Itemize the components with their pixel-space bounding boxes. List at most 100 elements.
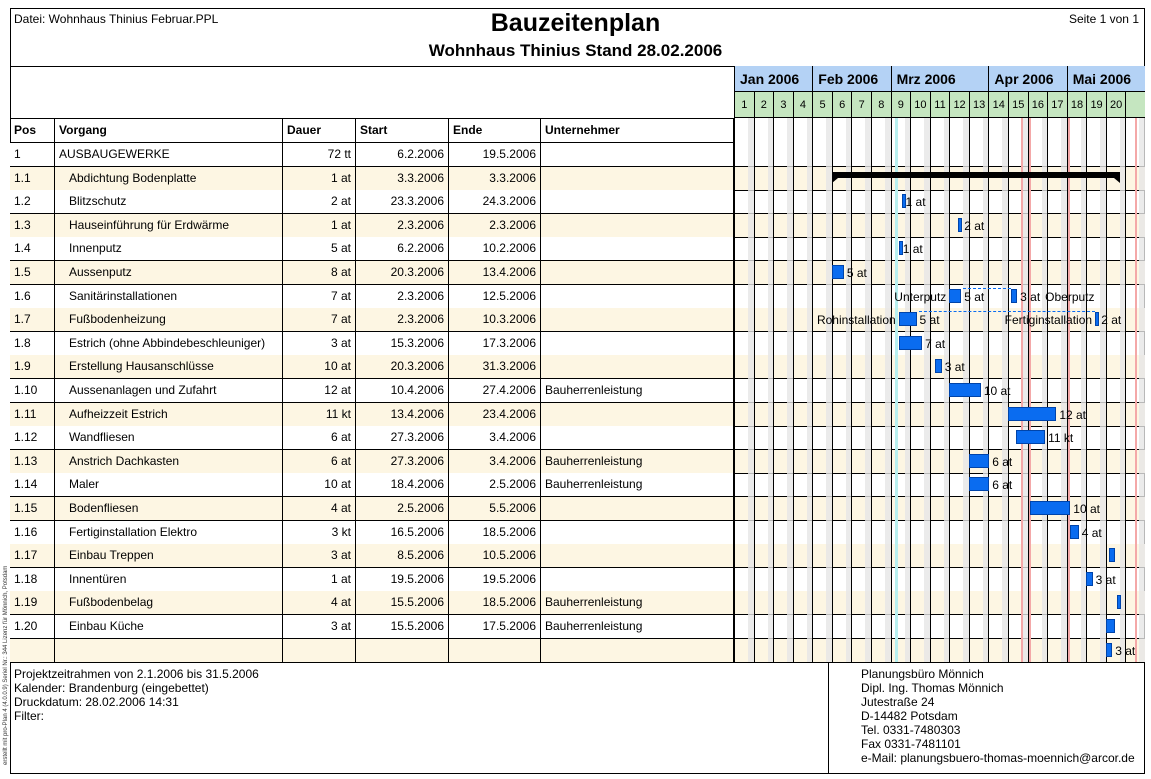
table-row: 1.5 Aussenputz 8 at 20.3.2006 13.4.2006 bbox=[10, 261, 734, 285]
cell-dauer: 10 at bbox=[283, 473, 356, 497]
cell-dauer: 8 at bbox=[283, 261, 356, 284]
page-title: Bauzeitenplan bbox=[490, 9, 661, 37]
task-bar bbox=[1010, 288, 1018, 303]
cell-start bbox=[356, 638, 449, 662]
week-gridline bbox=[890, 118, 892, 663]
cell-start: 23.3.2006 bbox=[356, 190, 449, 214]
weekend-stripe bbox=[806, 118, 813, 663]
cell-firm: Bauherrenleistung bbox=[541, 591, 734, 615]
task-bar bbox=[898, 241, 903, 256]
cell-firm bbox=[541, 331, 734, 355]
week-gridline bbox=[929, 118, 931, 663]
task-bar bbox=[1008, 406, 1057, 421]
table-row: 1.2 Blitzschutz 2 at 23.3.2006 24.3.2006 bbox=[10, 190, 734, 215]
footer-line: e-Mail: planungsbuero-thomas-moennich@ar… bbox=[861, 751, 1135, 765]
cell-pos: 1.13 bbox=[10, 449, 55, 473]
table-row: 1.20 Einbau Küche 3 at 15.5.2006 17.5.2006 Ba… bbox=[10, 615, 734, 639]
column-header-start: Start bbox=[356, 118, 449, 143]
side-note: erstellt mit pro-Plan 4 (4.0.0.9) Seriel… bbox=[3, 565, 9, 765]
cell-dauer: 1 at bbox=[283, 567, 356, 591]
task-bar bbox=[831, 265, 844, 279]
week-label: 5 bbox=[812, 92, 832, 118]
cell-dauer: 12 at bbox=[283, 379, 356, 402]
segment-connector bbox=[918, 311, 1095, 313]
gantt-row bbox=[734, 426, 1145, 451]
cell-firm bbox=[541, 166, 734, 190]
cell-ende: 10.5.2006 bbox=[449, 544, 541, 568]
segment-label: Rohinstallation bbox=[816, 313, 896, 328]
cell-dauer: 4 at bbox=[283, 591, 356, 615]
weekend-stripe bbox=[1100, 118, 1106, 663]
cell-pos: 1.9 bbox=[10, 355, 55, 379]
divider bbox=[10, 118, 734, 119]
gantt-row bbox=[734, 332, 1145, 356]
week-gridline bbox=[812, 118, 814, 663]
cell-dauer: 7 at bbox=[283, 284, 356, 308]
gantt-row bbox=[734, 213, 1145, 238]
task-bar bbox=[1108, 548, 1116, 563]
week-label: 6 bbox=[831, 92, 852, 118]
cell-firm bbox=[541, 308, 734, 332]
cell-name: Fußbodenbelag bbox=[55, 591, 283, 615]
cell-start: 2.5.2006 bbox=[356, 497, 449, 520]
cell-start: 16.5.2006 bbox=[356, 520, 449, 544]
cell-name: Anstrich Dachkasten bbox=[55, 449, 283, 473]
cell-name: Blitzschutz bbox=[55, 190, 283, 214]
table-row: 1.7 Fußbodenheizung 7 at 2.3.2006 10.3.2006 bbox=[10, 308, 734, 333]
gantt-row bbox=[734, 473, 1145, 498]
cell-firm bbox=[541, 237, 734, 261]
footer-line: Projektzeitrahmen von 2.1.2006 bis 31.5.… bbox=[14, 667, 259, 681]
cell-pos: 1.19 bbox=[10, 591, 55, 615]
gantt-row bbox=[734, 379, 1145, 403]
cell-pos: 1.8 bbox=[10, 331, 55, 355]
bar-duration-label: 10 at bbox=[983, 384, 1011, 398]
cell-ende: 10.2.2006 bbox=[449, 237, 541, 261]
cell-name: Einbau Treppen bbox=[55, 544, 283, 568]
table-row: 1.4 Innenputz 5 at 6.2.2006 10.2.2006 bbox=[10, 237, 734, 262]
cell-name: Aussenputz bbox=[55, 261, 283, 284]
cell-firm bbox=[541, 544, 734, 568]
week-label: 19 bbox=[1086, 92, 1106, 118]
gantt-row bbox=[734, 568, 1145, 592]
cell-pos: 1 bbox=[10, 143, 55, 166]
week-gridline bbox=[792, 118, 794, 663]
cell-pos: 1.6 bbox=[10, 284, 55, 308]
cell-start: 15.5.2006 bbox=[356, 591, 449, 615]
cell-start: 15.5.2006 bbox=[356, 615, 449, 638]
gantt-row bbox=[734, 521, 1145, 545]
cell-name: Fertiginstallation Elektro bbox=[55, 520, 283, 544]
bar-duration-label: 3 at bbox=[944, 360, 965, 375]
cell-firm bbox=[541, 213, 734, 237]
cell-name: Erstellung Hausanschlüsse bbox=[55, 355, 283, 379]
cell-pos: 1.18 bbox=[10, 567, 55, 591]
holiday-line bbox=[1028, 118, 1031, 663]
cell-firm bbox=[541, 402, 734, 426]
week-gridline bbox=[1066, 118, 1068, 663]
bar-duration-label: 4 at bbox=[1081, 525, 1102, 540]
cell-start: 27.3.2006 bbox=[356, 426, 449, 450]
weekend-stripe bbox=[1119, 118, 1126, 663]
bar-duration-label: 1 at bbox=[902, 242, 923, 257]
week-gridline bbox=[851, 118, 853, 663]
segment-label: Unterputz bbox=[894, 289, 947, 304]
file-name: Datei: Wohnhaus Thinius Februar.PPL bbox=[14, 12, 219, 26]
cell-dauer: 6 at bbox=[283, 426, 356, 450]
cell-firm bbox=[541, 261, 734, 284]
weekend-stripe bbox=[787, 118, 793, 663]
footer-line: D-14482 Potsdam bbox=[861, 709, 958, 723]
task-bar bbox=[1069, 524, 1079, 539]
week-gridline bbox=[1008, 118, 1009, 663]
cell-pos: 1.7 bbox=[10, 308, 55, 332]
cell-dauer: 2 at bbox=[283, 190, 356, 214]
gantt-row bbox=[734, 143, 1145, 167]
gantt-row bbox=[734, 615, 1145, 639]
table-row: 1.11 Aufheizzeit Estrich 11 kt 13.4.2006 23.… bbox=[10, 402, 734, 427]
gantt-chart: 1 2 3 4 5 6 7 8 9 10 11 12 13 14 15 16 17 18 19 20 Jan 2006 F… bbox=[734, 66, 1145, 663]
cell-name: Hauseinführung für Erdwärme bbox=[55, 213, 283, 237]
cell-ende: 17.3.2006 bbox=[449, 331, 541, 355]
cell-pos: 1.10 bbox=[10, 379, 55, 402]
cell-name bbox=[55, 638, 283, 662]
footer-line: Dipl. Ing. Thomas Mönnich bbox=[861, 681, 1004, 695]
cell-dauer: 5 at bbox=[283, 237, 356, 261]
